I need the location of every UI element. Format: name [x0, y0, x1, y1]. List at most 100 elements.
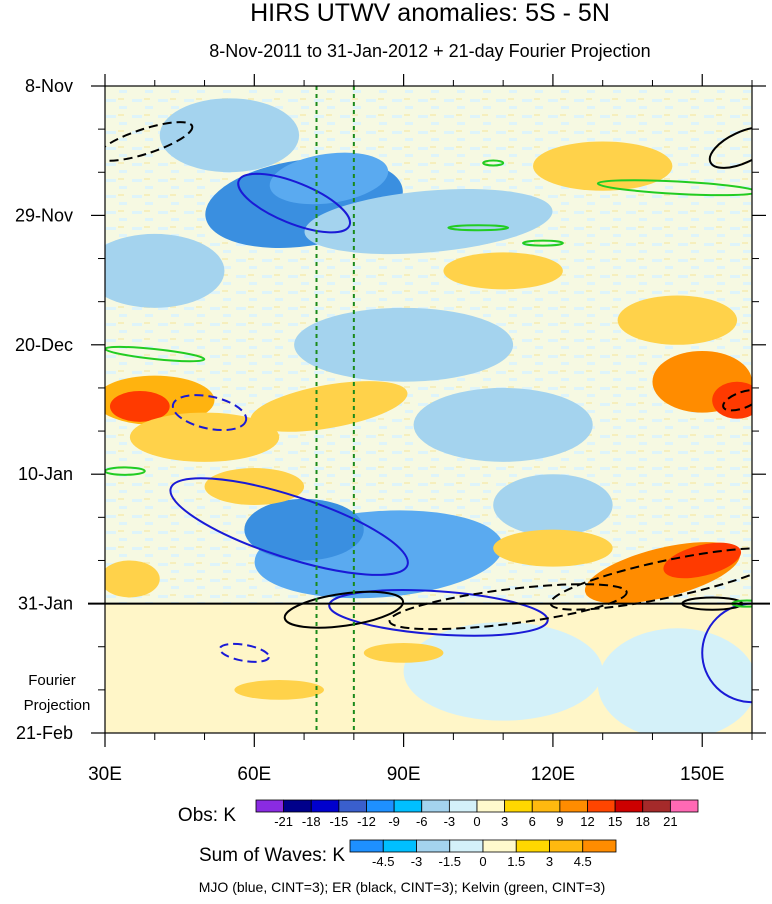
colorbar-box [515, 839, 550, 853]
legend-footer: MJO (blue, CINT=3); ER (black, CINT=3); … [199, 879, 606, 895]
mjo-contour [171, 394, 248, 432]
colorbar-box [416, 839, 451, 853]
colorbar-label: -4.5 [372, 854, 394, 869]
y-tick-label: 21-Feb [16, 723, 73, 743]
colorbar-box [338, 799, 367, 813]
colorbar-title: Sum of Waves: K [199, 845, 345, 866]
anomaly-feature [159, 98, 300, 173]
anomaly-feature [493, 474, 613, 536]
anomaly-feature [617, 295, 738, 345]
colorbar-box [283, 799, 312, 813]
x-tick-label: 90E [387, 764, 421, 785]
colorbar-label: 4.5 [574, 854, 592, 869]
colorbar-box [448, 799, 478, 813]
y-tick-label: 8-Nov [25, 76, 73, 96]
y-tick-label: 20-Dec [15, 335, 73, 355]
colorbar-label: 21 [663, 814, 677, 829]
colorbar-box [582, 839, 617, 853]
colorbar-box [255, 799, 285, 813]
anomaly-feature [105, 233, 225, 308]
plot-area [105, 86, 752, 733]
mjo-contour [237, 172, 352, 234]
colorbar-label: -3 [444, 814, 456, 829]
colorbar-label: 3 [546, 854, 553, 869]
colorbar-label: 9 [556, 814, 563, 829]
anomaly-feature [294, 307, 514, 382]
x-tick-label: 150E [680, 764, 724, 785]
y-tick-label: 10-Jan [18, 464, 73, 484]
er-contour [722, 389, 752, 412]
anomaly-feature [244, 498, 364, 561]
colorbar-label: 15 [608, 814, 622, 829]
colorbar-box [559, 799, 588, 813]
waves-colorbar: -4.5 -3 -1.5 0 1.5 3 4.5 Sum of Waves: K [199, 839, 617, 869]
y-tick-label: 29-Nov [15, 205, 73, 225]
mjo-contour [169, 477, 409, 576]
colorbar-box [382, 839, 417, 853]
plot-frame [104, 85, 753, 734]
anomaly-feature [304, 189, 553, 255]
anomaly-feature [269, 152, 389, 205]
x-tick-label: 60E [237, 764, 271, 785]
colorbar-box [482, 839, 517, 853]
anomaly-feature [493, 529, 613, 567]
colorbar-box [421, 799, 450, 813]
colorbar-title: Obs: K [178, 805, 236, 826]
colorbar-label: 18 [636, 814, 650, 829]
mjo-contour [328, 589, 549, 637]
colorbar-label: -6 [416, 814, 428, 829]
colorbar-label: 3 [501, 814, 508, 829]
anomaly-feature [403, 622, 603, 721]
anomaly-feature [363, 643, 444, 663]
colorbar-label: 0 [473, 814, 480, 829]
colorbar-box [449, 839, 484, 853]
colorbar-label: -9 [388, 814, 400, 829]
colorbar-box [642, 799, 671, 813]
mjo-contour [701, 602, 752, 704]
colorbar-box [669, 799, 699, 813]
kelvin-contour [447, 224, 510, 232]
colorbar-box [549, 839, 584, 853]
reference-lines [315, 86, 355, 733]
kelvin-contour [596, 179, 752, 197]
anomaly-feature [712, 381, 752, 419]
chart-subtitle: 8-Nov-2011 to 31-Jan-2012 + 21-day Fouri… [209, 41, 650, 61]
colorbar-label: 6 [529, 814, 536, 829]
colorbar-box [310, 799, 340, 813]
chart-title: HIRS UTWV anomalies: 5S - 5N [250, 0, 610, 27]
kelvin-contour [522, 239, 564, 247]
kelvin-contour [482, 159, 505, 167]
colorbar-box [393, 799, 423, 813]
kelvin-contour [105, 466, 146, 476]
x-tick-label: 30E [88, 764, 122, 785]
colorbar-box [614, 799, 644, 813]
colorbar-box [476, 799, 506, 813]
y-tick-label: 31-Jan [18, 594, 73, 614]
projection-label-line2: Projection [24, 697, 91, 714]
colorbar-label: 12 [580, 814, 594, 829]
er-contour [388, 583, 628, 631]
colorbar-label: -21 [274, 814, 293, 829]
colorbar-box [349, 839, 384, 853]
er-contour [708, 126, 752, 169]
anomaly-feature [533, 141, 673, 191]
mjo-contour [218, 642, 270, 663]
anomaly-feature [129, 412, 280, 462]
anomaly-feature [250, 381, 408, 432]
colorbar-label: -3 [411, 854, 423, 869]
colorbar-box [531, 799, 561, 813]
colorbar-label: -1.5 [439, 854, 461, 869]
anomaly-feature [204, 468, 305, 506]
colorbar-label: -15 [329, 814, 348, 829]
er-contour [105, 121, 194, 162]
colorbar-box [504, 799, 533, 813]
anomaly-feature [413, 387, 593, 462]
anomaly-feature [443, 252, 563, 290]
colorbar-box [587, 799, 616, 813]
colorbar-label: -18 [302, 814, 321, 829]
obs-colorbar: -21 -18 -15 -12 -9 -6 -3 0 3 6 9 12 15 18 21 Obs: K [178, 799, 699, 829]
colorbar-box [366, 799, 395, 813]
er-contour [283, 590, 405, 629]
colorbar-label: 1.5 [507, 854, 525, 869]
